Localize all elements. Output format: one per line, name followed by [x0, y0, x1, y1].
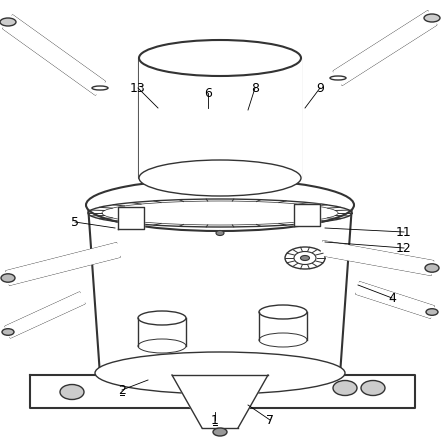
Ellipse shape: [426, 309, 438, 315]
Text: 5: 5: [71, 215, 79, 229]
Ellipse shape: [139, 40, 301, 76]
Ellipse shape: [95, 352, 345, 394]
Ellipse shape: [259, 305, 307, 319]
Polygon shape: [321, 241, 433, 275]
Text: 11: 11: [396, 226, 412, 238]
Polygon shape: [356, 282, 434, 318]
Text: 9: 9: [316, 82, 324, 95]
Text: 6: 6: [204, 87, 212, 99]
Polygon shape: [172, 375, 268, 428]
Text: 4: 4: [388, 292, 396, 305]
Ellipse shape: [138, 311, 186, 325]
Polygon shape: [294, 204, 320, 226]
Ellipse shape: [330, 76, 346, 80]
Ellipse shape: [216, 230, 224, 235]
Polygon shape: [88, 205, 352, 375]
Ellipse shape: [0, 18, 16, 26]
Polygon shape: [139, 58, 301, 178]
Text: 1: 1: [211, 413, 219, 427]
Ellipse shape: [139, 160, 301, 196]
Text: 12: 12: [396, 242, 412, 254]
Ellipse shape: [213, 428, 227, 436]
Ellipse shape: [424, 14, 440, 22]
Text: 8: 8: [251, 82, 259, 95]
Ellipse shape: [92, 86, 108, 90]
Text: 2: 2: [118, 384, 126, 396]
Polygon shape: [30, 375, 415, 408]
Polygon shape: [118, 207, 144, 229]
Text: 7: 7: [266, 413, 274, 427]
Ellipse shape: [60, 385, 84, 400]
Ellipse shape: [333, 381, 357, 396]
Polygon shape: [5, 293, 85, 337]
Polygon shape: [6, 243, 120, 285]
Polygon shape: [259, 312, 307, 340]
Ellipse shape: [2, 329, 14, 335]
Ellipse shape: [300, 255, 310, 261]
Ellipse shape: [361, 381, 385, 396]
Ellipse shape: [285, 247, 325, 269]
Ellipse shape: [425, 264, 439, 272]
Ellipse shape: [1, 274, 15, 282]
Polygon shape: [334, 11, 436, 85]
Polygon shape: [4, 16, 105, 95]
Text: 13: 13: [130, 82, 146, 95]
Ellipse shape: [86, 179, 354, 231]
Polygon shape: [138, 318, 186, 346]
